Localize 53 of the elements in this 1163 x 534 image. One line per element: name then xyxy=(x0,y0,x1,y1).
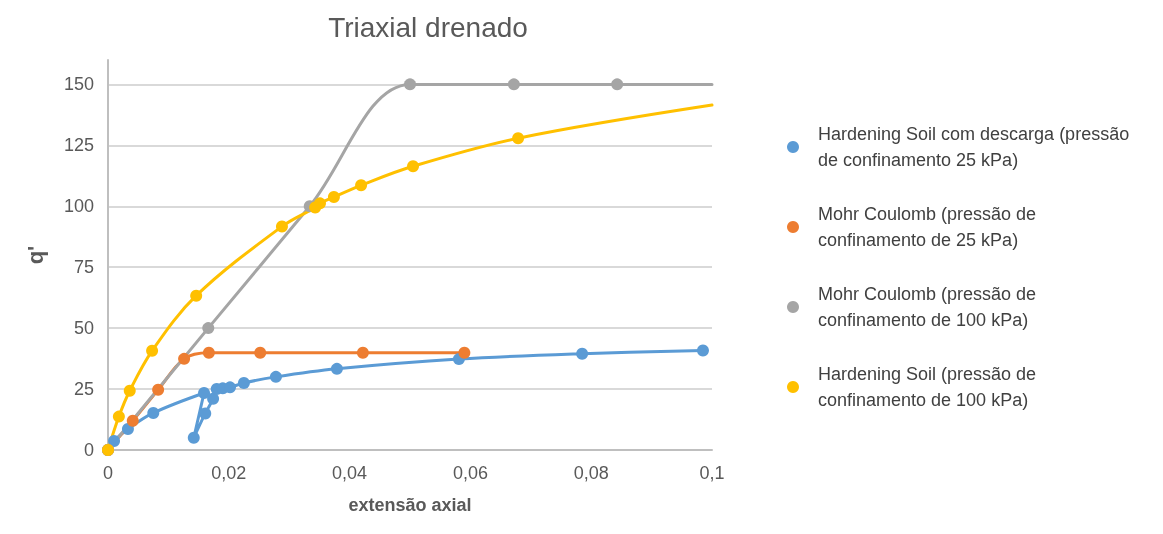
chart-title: Triaxial drenado xyxy=(328,11,528,43)
point xyxy=(330,362,343,375)
x-tick-label: 0,04 xyxy=(332,463,368,483)
point xyxy=(254,346,267,359)
point xyxy=(314,197,326,210)
x-axis-title: extensão axial xyxy=(348,495,472,515)
y-tick-label: 125 xyxy=(63,135,94,156)
point xyxy=(611,78,624,91)
legend-label: Hardening Soil com descarga (pressão de confinamento 25 kPa) xyxy=(818,124,1135,170)
point xyxy=(112,410,125,423)
y-tick-label: 100 xyxy=(63,196,94,217)
point xyxy=(147,406,160,419)
y-tick-label: 50 xyxy=(73,318,94,339)
point xyxy=(224,381,237,394)
point xyxy=(356,346,369,359)
legend-label: Mohr Coulomb (pressão de confinamento de 25 kPa) xyxy=(818,204,1042,250)
point xyxy=(202,346,215,359)
point xyxy=(178,352,191,365)
point xyxy=(146,344,159,357)
point xyxy=(407,160,420,173)
point xyxy=(269,370,282,383)
y-tick-label: 150 xyxy=(63,74,94,95)
y-tick-label: 0 xyxy=(83,440,94,460)
point xyxy=(507,78,520,91)
x-tick-label: 0,02 xyxy=(211,463,247,483)
point xyxy=(199,407,212,420)
point xyxy=(576,347,589,360)
point xyxy=(207,392,220,405)
point xyxy=(198,386,211,399)
x-tick-label: 0,08 xyxy=(573,463,609,483)
y-tick-label: 75 xyxy=(73,257,94,278)
point xyxy=(190,289,203,302)
point xyxy=(108,434,121,447)
point xyxy=(696,344,709,357)
point xyxy=(458,346,471,359)
y-axis-title: q' xyxy=(22,245,48,265)
point xyxy=(327,190,340,203)
point xyxy=(152,383,165,396)
legend-label: Hardening Soil (pressão de confinamento de 100 kPa) xyxy=(818,364,1042,410)
point xyxy=(237,376,250,389)
point xyxy=(512,132,525,145)
x-tick-label: 0 xyxy=(102,463,114,483)
point xyxy=(123,384,136,397)
point xyxy=(126,414,139,427)
point xyxy=(275,220,288,233)
point xyxy=(202,322,215,335)
y-tick-label: 25 xyxy=(73,379,94,400)
point xyxy=(355,179,368,192)
x-tick-label: 0,1 xyxy=(699,463,725,483)
x-tick-label: 0,06 xyxy=(452,463,488,483)
point xyxy=(187,431,200,444)
point xyxy=(404,78,416,91)
legend-label: Mohr Coulomb (pressão de confinamento de 100 kPa) xyxy=(818,284,1042,330)
